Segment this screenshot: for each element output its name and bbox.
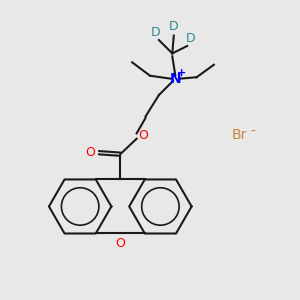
Text: O: O [85,146,95,159]
Text: Br: Br [232,128,247,142]
Text: +: + [177,68,186,78]
Text: -: - [250,124,255,139]
Text: D: D [185,32,195,44]
Text: O: O [138,129,148,142]
Text: D: D [169,20,178,33]
Text: O: O [115,237,125,250]
Text: N: N [169,72,181,86]
Text: D: D [151,26,161,39]
